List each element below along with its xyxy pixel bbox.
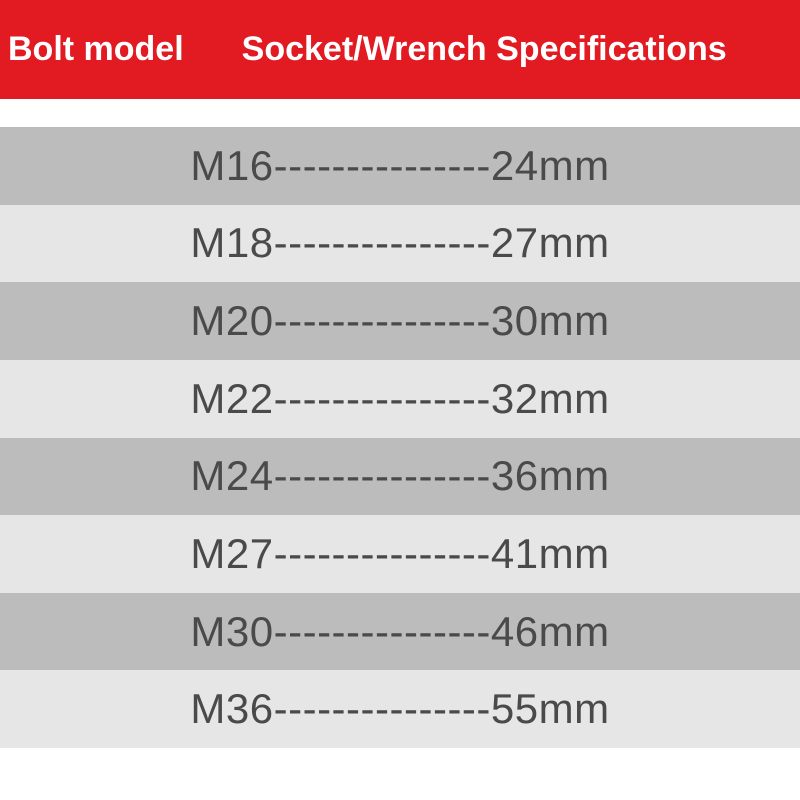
row-text: M24---------------36mm — [190, 452, 609, 500]
row-text: M36---------------55mm — [190, 685, 609, 733]
header-bolt-model: Bolt model — [0, 30, 184, 69]
table-row: M18---------------27mm — [0, 205, 800, 283]
row-text: M22---------------32mm — [190, 375, 609, 423]
table-row: M20---------------30mm — [0, 282, 800, 360]
table-row: M24---------------36mm — [0, 438, 800, 516]
row-text: M18---------------27mm — [190, 219, 609, 267]
table-row: M16---------------24mm — [0, 127, 800, 205]
table-row: M36---------------55mm — [0, 670, 800, 748]
table-row: M30---------------46mm — [0, 593, 800, 671]
table-header: Bolt model Socket/Wrench Specifications — [0, 0, 800, 99]
header-socket-spec: Socket/Wrench Specifications — [184, 30, 727, 69]
table-body: M16---------------24mm M18--------------… — [0, 99, 800, 800]
row-text: M27---------------41mm — [190, 530, 609, 578]
table-row: M22---------------32mm — [0, 360, 800, 438]
spec-table-container: Bolt model Socket/Wrench Specifications … — [0, 0, 800, 800]
table-row: M27---------------41mm — [0, 515, 800, 593]
row-text: M16---------------24mm — [190, 142, 609, 190]
row-text: M30---------------46mm — [190, 608, 609, 656]
row-text: M20---------------30mm — [190, 297, 609, 345]
